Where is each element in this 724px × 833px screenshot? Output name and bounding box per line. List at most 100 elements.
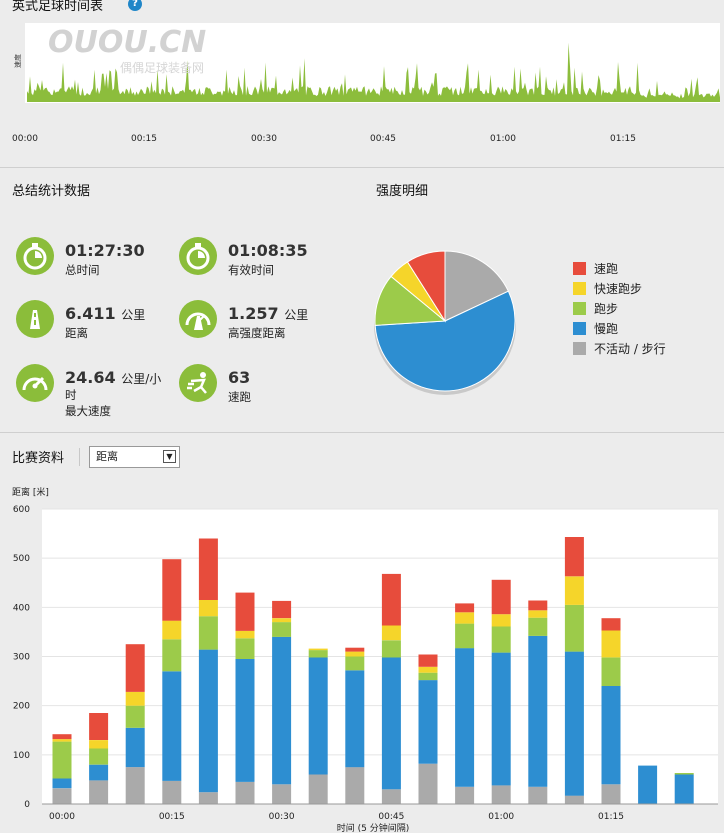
bar-segment: [272, 618, 292, 623]
stat-label: 距离: [65, 326, 88, 340]
bar-segment: [52, 741, 72, 779]
bar-segment: [272, 784, 292, 804]
y-tick-label: 100: [13, 751, 30, 761]
x-tick-label: 01:15: [598, 812, 624, 822]
stat-value: 24.64 公里/小: [65, 368, 162, 387]
bar-segment: [528, 600, 548, 611]
pie-slice-0: [406, 250, 446, 323]
bar-segment: [308, 650, 328, 658]
bar-segment: [89, 780, 109, 804]
bar-segment: [345, 647, 365, 652]
bar-segment: [491, 579, 511, 615]
bar-segment: [381, 640, 401, 658]
bar-segment: [601, 618, 621, 631]
x-tick-label: 00:30: [269, 812, 295, 822]
bar-segment: [89, 713, 109, 740]
summary-panel: 总结统计数据 强度明细 01:27:30 总时间 01:08:35 有效时间 6…: [0, 167, 724, 432]
bar-segment: [308, 774, 328, 804]
stopwatch-icon: [16, 237, 54, 275]
bar-segment: [198, 792, 218, 804]
bar-segment: [308, 657, 328, 775]
bar-segment: [125, 691, 145, 706]
bar-segment: [564, 576, 584, 605]
legend-jog: 慢跑: [573, 320, 618, 337]
bar-segment: [345, 651, 365, 657]
bar-segment: [308, 648, 328, 651]
stat-value: 6.411 公里: [65, 304, 146, 323]
bar-segment: [601, 686, 621, 785]
bar-segment: [491, 626, 511, 653]
bar-segment: [491, 785, 511, 804]
bar-segment: [162, 671, 182, 781]
stopwatch-icon: [179, 237, 217, 275]
bar-segment: [52, 739, 72, 742]
timeline-x-tick: 01:15: [610, 134, 636, 144]
x-tick-label: 00:45: [378, 812, 404, 822]
bar-segment: [418, 763, 438, 804]
stat-label: 有效时间: [228, 263, 274, 277]
y-tick-label: 0: [24, 800, 30, 810]
x-tick-label: 00:15: [159, 812, 185, 822]
bar-segment: [235, 592, 255, 631]
gauge-road-icon: [179, 300, 217, 338]
x-axis-label: 时间 (5 分钟间隔): [337, 822, 409, 833]
divider: [79, 448, 80, 466]
bar-segment: [52, 788, 72, 804]
bar-segment: [272, 622, 292, 637]
bar-segment: [418, 654, 438, 667]
bar-segment: [345, 767, 365, 804]
stat-value: 01:27:30: [65, 241, 145, 260]
bar-segment: [455, 612, 475, 624]
sprint-icon: [179, 364, 217, 402]
watermark-sub: 偶偶足球装备网: [120, 61, 204, 75]
bar-segment: [455, 648, 475, 787]
bar-segment: [528, 635, 548, 787]
road-icon: [16, 300, 54, 338]
bar-segment: [564, 604, 584, 652]
timeline-x-tick: 00:00: [12, 134, 38, 144]
bar-segment: [381, 625, 401, 641]
bar-segment: [455, 623, 475, 649]
stat-label: 总时间: [65, 263, 100, 277]
bar-segment: [381, 573, 401, 626]
bar-segment: [674, 774, 694, 804]
bar-segment: [455, 603, 475, 613]
stat-value: 63: [228, 368, 251, 387]
chevron-down-icon[interactable]: ▼: [163, 450, 176, 463]
x-tick-label: 01:00: [488, 812, 514, 822]
y-tick-label: 500: [13, 554, 30, 564]
bar-segment: [89, 764, 109, 781]
match-data-panel: 比赛资料 距离 ▼ 距离 [米] 0 100 200 300 400 500 600 00:00…: [0, 432, 724, 833]
help-icon[interactable]: ?: [128, 0, 142, 11]
bar-segment: [528, 617, 548, 636]
timeline-x-tick: 00:30: [251, 134, 277, 144]
bar-segment: [198, 649, 218, 793]
bar-segment: [198, 616, 218, 650]
metric-select-value: 距离: [96, 450, 118, 463]
bar-segment: [418, 666, 438, 673]
legend-fast-run: 快速跑步: [573, 280, 642, 297]
bar-segment: [674, 773, 694, 775]
speedometer-icon: [16, 364, 54, 402]
metric-select[interactable]: 距离 ▼: [89, 446, 180, 468]
bar-segment: [272, 600, 292, 619]
bar-segment: [125, 705, 145, 728]
bar-segment: [89, 740, 109, 749]
bar-segment: [52, 734, 72, 740]
distance-bar-chart: 距离 [米] 0 100 200 300 400 500 600 00:00 00:15 00:30…: [12, 486, 718, 833]
timeline-x-tick: 00:45: [370, 134, 396, 144]
stat-label: 速跑: [228, 390, 251, 404]
bar-segment: [345, 656, 365, 671]
bar-segment: [235, 638, 255, 659]
bar-segment: [52, 778, 72, 789]
y-tick-label: 400: [13, 603, 30, 613]
bar-segment: [564, 537, 584, 577]
bar-segment: [235, 659, 255, 782]
bar-segment: [125, 767, 145, 804]
timeline-chart: OUOU.CN 偶偶足球装备网 速度 00:00 00:15 00:30 00:45 0…: [12, 23, 720, 144]
bar-segment: [528, 610, 548, 618]
bar-segment: [125, 727, 145, 768]
bar-segment: [162, 620, 182, 640]
bar-segment: [381, 657, 401, 790]
stat-label: 时最大速度: [65, 388, 111, 418]
